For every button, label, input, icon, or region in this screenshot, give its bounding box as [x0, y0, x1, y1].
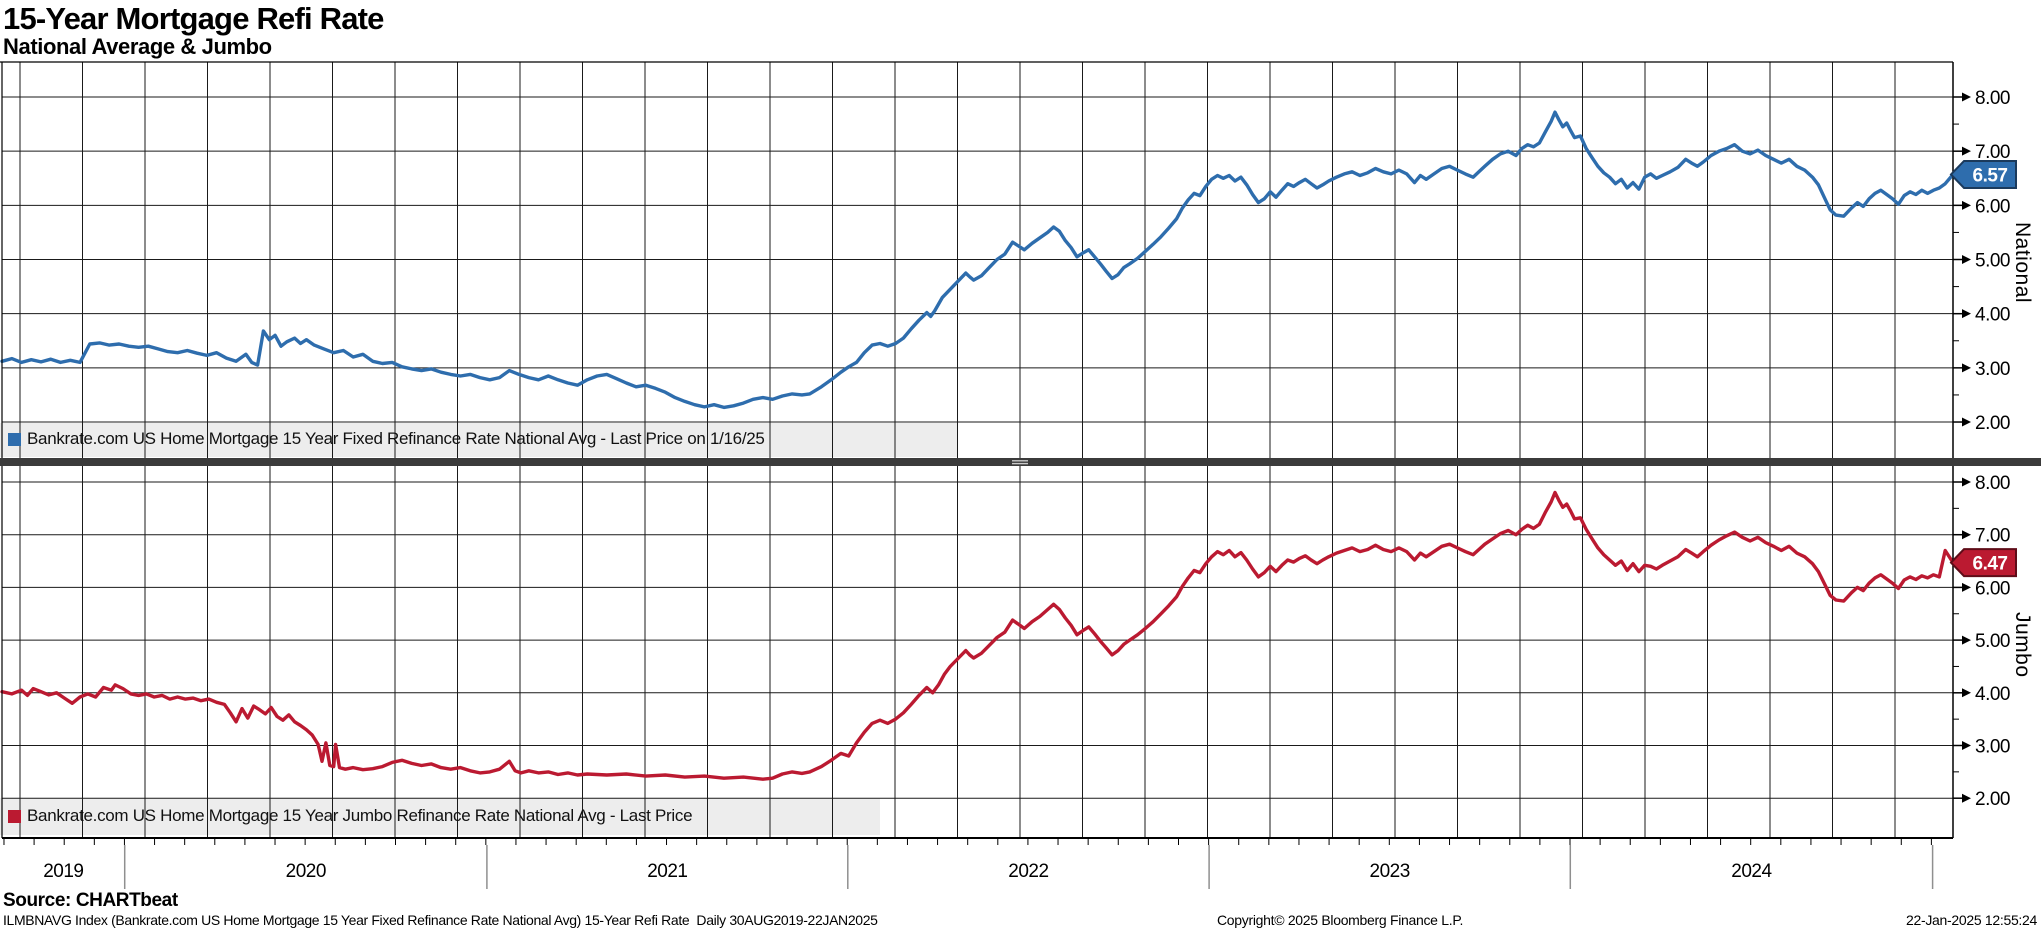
y-tick-arrow-icon — [1962, 582, 1971, 592]
y-tick-arrow-icon — [1962, 92, 1971, 102]
source-label: Source: CHARTbeat — [3, 890, 178, 911]
page-title: 15-Year Mortgage Refi Rate — [3, 1, 384, 36]
y-tick-label: 6.00 — [1975, 578, 2010, 599]
y-tick-label: 7.00 — [1975, 526, 2010, 547]
y-tick-label: 5.00 — [1975, 251, 2010, 272]
y-tick-label: 4.00 — [1975, 684, 2010, 705]
y-tick-arrow-icon — [1962, 530, 1971, 540]
x-year-label: 2024 — [1731, 861, 1772, 882]
national-last-price-badge — [1949, 159, 2017, 189]
y-tick-arrow-icon — [1962, 477, 1971, 487]
copyright-notice: Copyright© 2025 Bloomberg Finance L.P. — [1217, 912, 1464, 928]
x-year-label: 2023 — [1370, 861, 1410, 882]
y-tick-label: 5.00 — [1975, 631, 2010, 652]
x-year-label: 2020 — [286, 861, 326, 882]
y-tick-arrow-icon — [1962, 309, 1971, 319]
legend-band-national — [0, 423, 957, 457]
national-series-swatch-icon — [8, 432, 21, 446]
y-tick-label: 8.00 — [1975, 473, 2010, 494]
y-tick-arrow-icon — [1962, 635, 1971, 645]
x-year-label: 2022 — [1008, 861, 1048, 882]
legend-jumbo: Bankrate.com US Home Mortgage 15 Year Ju… — [8, 806, 693, 826]
y-tick-label: 4.00 — [1975, 305, 2010, 326]
y-tick-label: 7.00 — [1975, 142, 2010, 163]
y-tick-arrow-icon — [1962, 146, 1971, 156]
y-tick-arrow-icon — [1962, 417, 1971, 427]
y-tick-arrow-icon — [1962, 741, 1971, 750]
national-series-line — [0, 110, 1955, 410]
y-tick-label: 3.00 — [1975, 359, 2010, 380]
y-tick-label: 3.00 — [1975, 737, 2010, 758]
jumbo-last-price-badge — [1949, 548, 2017, 578]
panel-separator[interactable] — [0, 458, 2041, 466]
right-axis-title-jumbo: Jumbo — [2011, 612, 2034, 678]
x-year-label: 2021 — [647, 861, 687, 882]
ticker-description: ILMBNAVG Index (Bankrate.com US Home Mor… — [3, 912, 878, 928]
page-subtitle: National Average & Jumbo — [3, 34, 272, 59]
legend-band-jumbo — [0, 798, 880, 835]
y-tick-arrow-icon — [1962, 200, 1971, 210]
jumbo-last-price-value: 6.47 — [1973, 554, 2008, 575]
x-year-label: 2019 — [43, 861, 83, 882]
y-tick-label: 2.00 — [1975, 413, 2010, 434]
y-tick-arrow-icon — [1962, 255, 1971, 265]
y-tick-label: 2.00 — [1975, 789, 2010, 810]
jumbo-series-line — [0, 490, 1955, 781]
legend-national: Bankrate.com US Home Mortgage 15 Year Fi… — [8, 429, 765, 449]
timestamp: 22-Jan-2025 12:55:24 — [1906, 912, 2037, 928]
national-last-price-value: 6.57 — [1973, 165, 2008, 186]
y-tick-label: 8.00 — [1975, 88, 2010, 109]
y-tick-label: 6.00 — [1975, 196, 2010, 217]
y-tick-arrow-icon — [1962, 793, 1971, 803]
legend-jumbo-label: Bankrate.com US Home Mortgage 15 Year Ju… — [27, 806, 693, 825]
right-axis-title-national: National — [2011, 222, 2034, 304]
jumbo-series-swatch-icon — [8, 809, 21, 823]
y-tick-arrow-icon — [1962, 363, 1971, 373]
legend-national-label: Bankrate.com US Home Mortgage 15 Year Fi… — [27, 429, 765, 448]
y-tick-arrow-icon — [1962, 688, 1971, 698]
